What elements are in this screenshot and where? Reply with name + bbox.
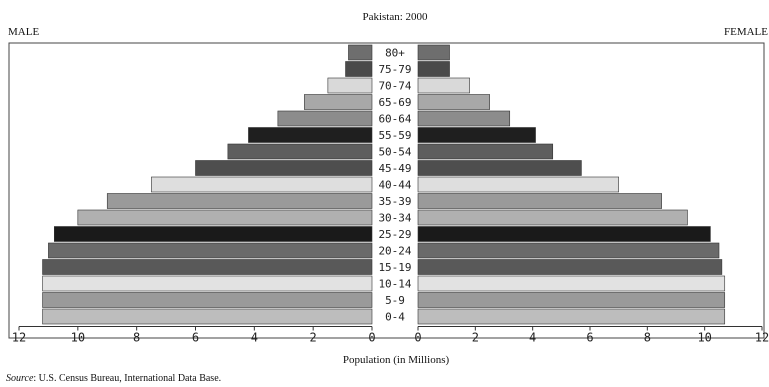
male-bar-40-44: [151, 176, 373, 193]
male-tick-label-4: 4: [251, 331, 258, 345]
female-tick-label-10: 10: [697, 331, 711, 345]
age-label-25-29: 25-29: [378, 228, 411, 241]
male-bar-80+: [348, 44, 373, 61]
age-label-15-19: 15-19: [378, 261, 411, 274]
source-text: : U.S. Census Bureau, International Data…: [33, 373, 221, 384]
female-bars: [417, 44, 726, 325]
male-bar-0-4: [42, 308, 373, 325]
male-bars: [42, 44, 373, 325]
female-tick-label-12: 12: [755, 331, 769, 345]
male-label: MALE: [8, 26, 39, 38]
male-tick-label-0: 0: [368, 331, 375, 345]
male-tick-label-8: 8: [133, 331, 140, 345]
age-label-60-64: 60-64: [378, 113, 411, 126]
male-bar-5-9: [42, 292, 373, 308]
female-bar-5-9: [417, 292, 726, 308]
female-bar-75-79: [417, 61, 450, 77]
x-axis-label: Population (in Millions): [343, 354, 450, 366]
age-label-20-24: 20-24: [378, 245, 411, 258]
female-label: FEMALE: [724, 26, 768, 38]
age-label-40-44: 40-44: [378, 179, 411, 192]
female-bar-10-14: [417, 275, 726, 292]
female-bar-20-24: [417, 242, 720, 259]
male-tick-label-10: 10: [71, 331, 85, 345]
male-bar-35-39: [106, 193, 373, 209]
age-label-45-49: 45-49: [378, 162, 411, 175]
age-label-30-34: 30-34: [378, 212, 411, 225]
female-tick-label-0: 0: [414, 331, 421, 345]
female-tick-label-6: 6: [586, 331, 593, 345]
male-tick-label-6: 6: [192, 331, 199, 345]
female-axis-ticks: 12 10 8 6 4 2 0: [414, 326, 769, 345]
female-bar-35-39: [417, 193, 662, 209]
age-label-5-9: 5-9: [385, 294, 405, 307]
age-label-80+: 80+: [385, 47, 405, 60]
age-group-labels: 80+ 75-79 70-74 65-69 60-64 55-59 50-54 45-49 40…: [378, 47, 411, 324]
male-bar-70-74: [327, 77, 373, 94]
male-bar-10-14: [42, 275, 373, 292]
male-bar-55-59: [248, 127, 373, 143]
male-tick-label-2: 2: [310, 331, 317, 345]
female-tick-label-8: 8: [644, 331, 651, 345]
male-bar-30-34: [77, 209, 373, 226]
age-label-35-39: 35-39: [378, 195, 411, 208]
age-label-70-74: 70-74: [378, 80, 411, 93]
age-label-55-59: 55-59: [378, 129, 411, 142]
source-prefix: Source: [6, 373, 34, 384]
female-bar-15-19: [417, 259, 723, 275]
female-bar-50-54: [417, 143, 554, 160]
female-tick-label-2: 2: [472, 331, 479, 345]
age-label-65-69: 65-69: [378, 96, 411, 109]
female-bar-55-59: [417, 127, 536, 143]
male-axis-ticks: 12 10 8 6 4 2 0: [12, 326, 376, 345]
age-label-10-14: 10-14: [378, 278, 411, 291]
male-bar-15-19: [42, 259, 373, 275]
female-bar-65-69: [417, 94, 490, 110]
age-label-0-4: 0-4: [385, 311, 405, 324]
female-bar-25-29: [417, 226, 711, 242]
male-bar-20-24: [48, 242, 373, 259]
chart-title: Pakistan: 2000: [362, 11, 428, 23]
male-bar-65-69: [304, 94, 373, 110]
female-bar-0-4: [417, 308, 726, 325]
source-note: Source: U.S. Census Bureau, Internationa…: [6, 373, 221, 384]
female-tick-label-4: 4: [529, 331, 536, 345]
female-bar-60-64: [417, 110, 511, 127]
female-bar-30-34: [417, 209, 688, 226]
female-bar-80+: [417, 44, 450, 61]
age-label-75-79: 75-79: [378, 63, 411, 76]
male-tick-label-12: 12: [12, 331, 26, 345]
female-bar-40-44: [417, 176, 619, 193]
age-label-50-54: 50-54: [378, 146, 411, 159]
female-bar-45-49: [417, 160, 582, 176]
male-bar-50-54: [227, 143, 373, 160]
male-bar-25-29: [53, 226, 373, 242]
male-bar-60-64: [277, 110, 373, 127]
male-bar-45-49: [195, 160, 373, 176]
female-bar-70-74: [417, 77, 470, 94]
male-bar-75-79: [345, 61, 373, 77]
